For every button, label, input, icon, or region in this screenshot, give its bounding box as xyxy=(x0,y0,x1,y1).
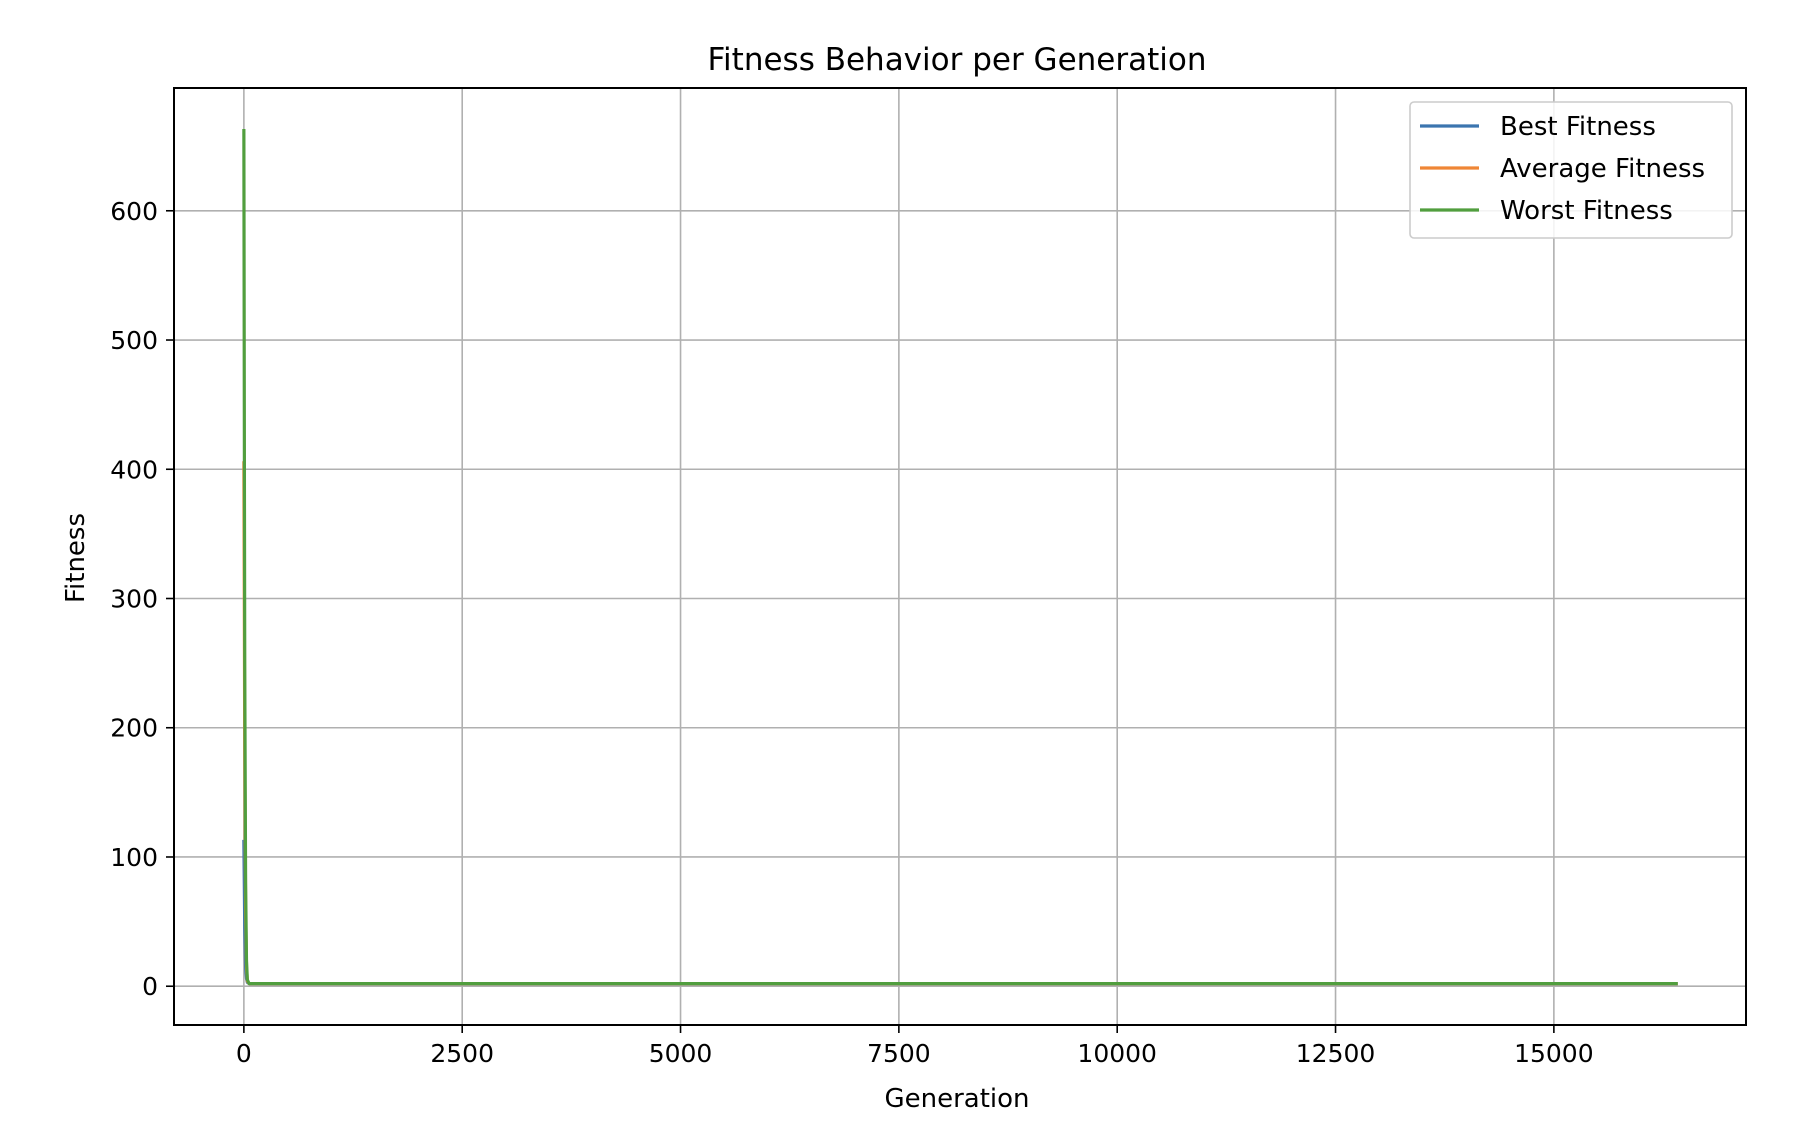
x-tick-label: 15000 xyxy=(1514,1039,1594,1068)
y-tick-label: 600 xyxy=(110,197,158,226)
y-tick-label: 200 xyxy=(110,714,158,743)
y-tick-label: 300 xyxy=(110,585,158,614)
x-tick-label: 10000 xyxy=(1077,1039,1157,1068)
chart-title: Fitness Behavior per Generation xyxy=(707,42,1206,78)
y-tick-label: 400 xyxy=(110,455,158,484)
plot-area-frame xyxy=(173,87,1747,1026)
y-axis-label: Fitness xyxy=(61,513,91,603)
x-tick-label: 5000 xyxy=(649,1039,713,1068)
legend: Best Fitness Average Fitness Worst Fitness xyxy=(1409,101,1733,239)
legend-label: Best Fitness xyxy=(1500,112,1656,142)
y-tick-label: 500 xyxy=(110,326,158,355)
legend-label: Average Fitness xyxy=(1500,154,1705,184)
x-tick-label: 7500 xyxy=(867,1039,931,1068)
y-tick-label: 100 xyxy=(110,843,158,872)
axis-ticks: 0 2500 5000 7500 10000 12500 15000 0 100 200 300 40… xyxy=(110,197,1593,1068)
series-lines xyxy=(242,129,1678,986)
x-axis-label: Generation xyxy=(884,1084,1029,1114)
y-tick-label: 0 xyxy=(142,972,158,1001)
legend-box xyxy=(1409,101,1733,239)
grid-lines xyxy=(174,88,1746,1025)
x-tick-label: 2500 xyxy=(430,1039,494,1068)
x-tick-label: 0 xyxy=(236,1039,252,1068)
x-tick-label: 12500 xyxy=(1296,1039,1376,1068)
series-line-worst-fitness xyxy=(242,129,1678,986)
legend-label: Worst Fitness xyxy=(1500,196,1673,226)
